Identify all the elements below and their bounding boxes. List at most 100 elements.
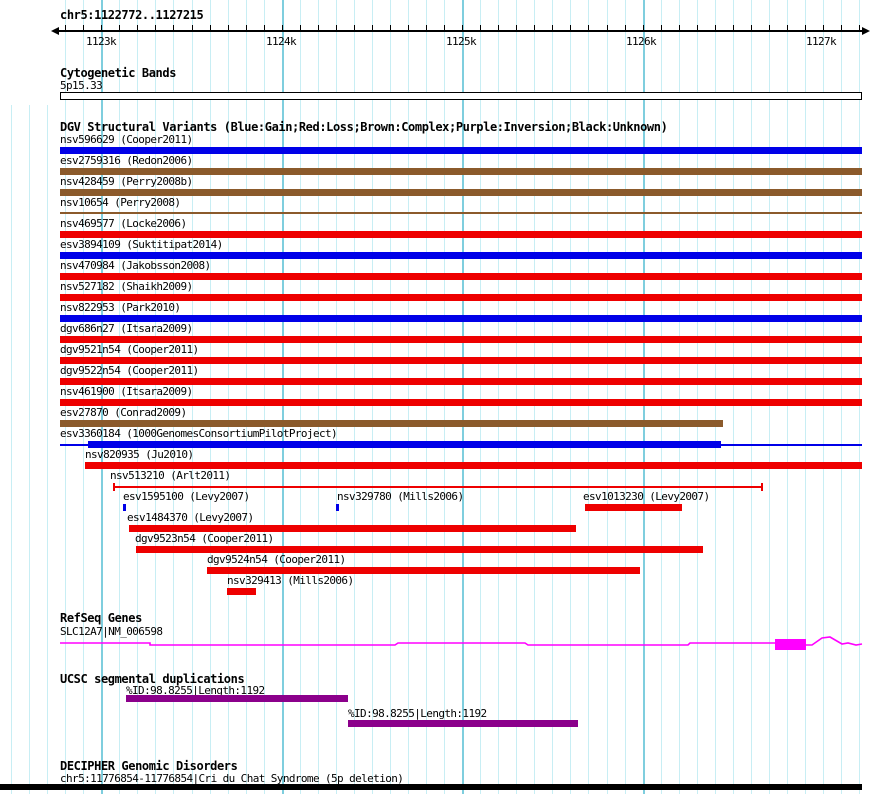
gridline-minor — [11, 105, 12, 794]
variant-bar-esv3360184[interactable] — [721, 444, 862, 446]
ruler-tick — [516, 25, 518, 31]
variant-label: nsv822953 (Park2010) — [60, 301, 181, 314]
variant-bar-dgv9521n54[interactable] — [60, 357, 862, 364]
variant-bar-nsv822953[interactable] — [60, 315, 862, 322]
variant-bar-esv1484370[interactable] — [129, 525, 576, 532]
variant-bar-nsv469577[interactable] — [60, 231, 862, 238]
variant-bar-nsv470984[interactable] — [60, 273, 862, 280]
decipher-entry-label: chr5:11776854-11776854|Cri du Chat Syndr… — [60, 772, 404, 785]
ruler-tick — [714, 25, 716, 31]
variant-label: nsv329780 (Mills2006) — [337, 490, 464, 503]
ruler-tick — [660, 25, 662, 31]
variant-bar-dgv686n27[interactable] — [60, 336, 862, 343]
ruler-tick — [732, 25, 734, 31]
gridline-minor — [859, 0, 861, 794]
variant-bar-nsv461900[interactable] — [60, 399, 862, 406]
ruler-tick — [480, 25, 482, 31]
ruler-tick — [750, 25, 752, 31]
variant-bar-dgv9523n54[interactable] — [136, 546, 703, 553]
gene-exon[interactable] — [775, 639, 806, 650]
ruler-tick — [624, 25, 626, 31]
variant-label: dgv9523n54 (Cooper2011) — [135, 532, 274, 545]
variant-bar-nsv513210[interactable] — [113, 483, 115, 491]
ruler-tick — [263, 25, 265, 31]
variant-bar-nsv329413[interactable] — [227, 588, 256, 595]
ruler-tick — [606, 25, 608, 31]
ruler-tick — [335, 25, 337, 31]
ruler-tick — [444, 25, 446, 31]
ruler-tick — [137, 25, 139, 31]
gridline-minor — [732, 0, 734, 794]
variant-label: esv1013230 (Levy2007) — [583, 490, 710, 503]
ruler-tick — [353, 25, 355, 31]
variant-label: nsv461900 (Itsara2009) — [60, 385, 193, 398]
cytoband-box[interactable] — [60, 92, 862, 100]
ruler-tick — [371, 25, 373, 31]
variant-bar-nsv513210[interactable] — [761, 483, 763, 491]
variant-bar-esv2759316[interactable] — [60, 168, 862, 175]
gridline-minor — [823, 0, 824, 794]
ruler-tick — [389, 25, 391, 31]
ruler-tick — [805, 25, 806, 31]
variant-label: nsv10654 (Perry2008) — [60, 196, 181, 209]
ruler-tick — [588, 25, 590, 31]
variant-bar-nsv596629[interactable] — [60, 147, 862, 154]
variant-bar-esv1595100[interactable] — [123, 504, 126, 511]
ruler-tick — [173, 25, 175, 31]
ruler-tick — [245, 25, 247, 31]
ruler-tick — [155, 25, 157, 31]
variant-label: nsv469577 (Locke2006) — [60, 217, 187, 230]
variant-label: esv27870 (Conrad2009) — [60, 406, 187, 419]
gridline-minor — [714, 0, 716, 794]
variant-bar-dgv9522n54[interactable] — [60, 378, 862, 385]
ruler-tick — [534, 25, 536, 31]
duplication-label: %ID:98.8255|Length:1192 — [348, 707, 487, 720]
ruler-tick — [696, 25, 698, 31]
section-title-refseq-genes: RefSeq Genes — [60, 611, 142, 625]
ruler-tick — [823, 25, 824, 31]
variant-bar-nsv820935[interactable] — [85, 462, 862, 469]
variant-bar-esv1013230[interactable] — [585, 504, 682, 511]
variant-bar-nsv428459[interactable] — [60, 189, 862, 196]
ruler-axis — [58, 30, 864, 32]
variant-bar-nsv527182[interactable] — [60, 294, 862, 301]
ruler-tick — [281, 25, 283, 31]
variant-bar-nsv513210[interactable] — [113, 486, 763, 488]
ruler-right-arrow-icon — [862, 27, 870, 35]
gridline-minor — [841, 0, 843, 794]
variant-bar-esv27870[interactable] — [60, 420, 723, 427]
ruler-tick-label: 1126k — [625, 35, 657, 48]
variant-bar-nsv10654[interactable] — [60, 212, 862, 214]
variant-label: esv3894109 (Suktitipat2014) — [60, 238, 223, 251]
variant-bar-esv3894109[interactable] — [60, 252, 862, 259]
section-title-ucsc-segmental-duplications: UCSC segmental duplications — [60, 672, 245, 686]
duplication-bar[interactable] — [126, 695, 348, 702]
ruler-tick — [841, 25, 843, 31]
variant-bar-esv3360184[interactable] — [60, 444, 88, 446]
duplication-label: %ID:98.8255|Length:1192 — [126, 684, 265, 697]
gridline-minor — [696, 0, 698, 794]
ruler-left-arrow-icon — [51, 27, 59, 35]
ruler-tick — [768, 25, 770, 31]
variant-label: dgv686n27 (Itsara2009) — [60, 322, 193, 335]
ruler-tick-label: 1124k — [265, 35, 297, 48]
variant-label: nsv820935 (Ju2010) — [85, 448, 194, 461]
variant-bar-dgv9524n54[interactable] — [207, 567, 640, 574]
ruler-tick — [859, 25, 861, 31]
variant-label: nsv527182 (Shaikh2009) — [60, 280, 193, 293]
ruler-tick — [83, 25, 85, 31]
gridline-minor — [750, 0, 752, 794]
ruler-tick — [299, 25, 301, 31]
ruler-tick — [408, 25, 409, 31]
duplication-bar[interactable] — [348, 720, 578, 727]
variant-label: dgv9522n54 (Cooper2011) — [60, 364, 199, 377]
gridline-minor — [29, 105, 30, 794]
variant-bar-nsv329780[interactable] — [336, 504, 339, 511]
ruler-tick — [462, 25, 464, 31]
ruler-tick — [317, 25, 319, 31]
decipher-bar[interactable] — [0, 784, 862, 790]
ruler-tick — [642, 25, 644, 31]
variant-label: dgv9524n54 (Cooper2011) — [207, 553, 346, 566]
variant-bar-esv3360184[interactable] — [88, 441, 721, 448]
variant-label: dgv9521n54 (Cooper2011) — [60, 343, 199, 356]
